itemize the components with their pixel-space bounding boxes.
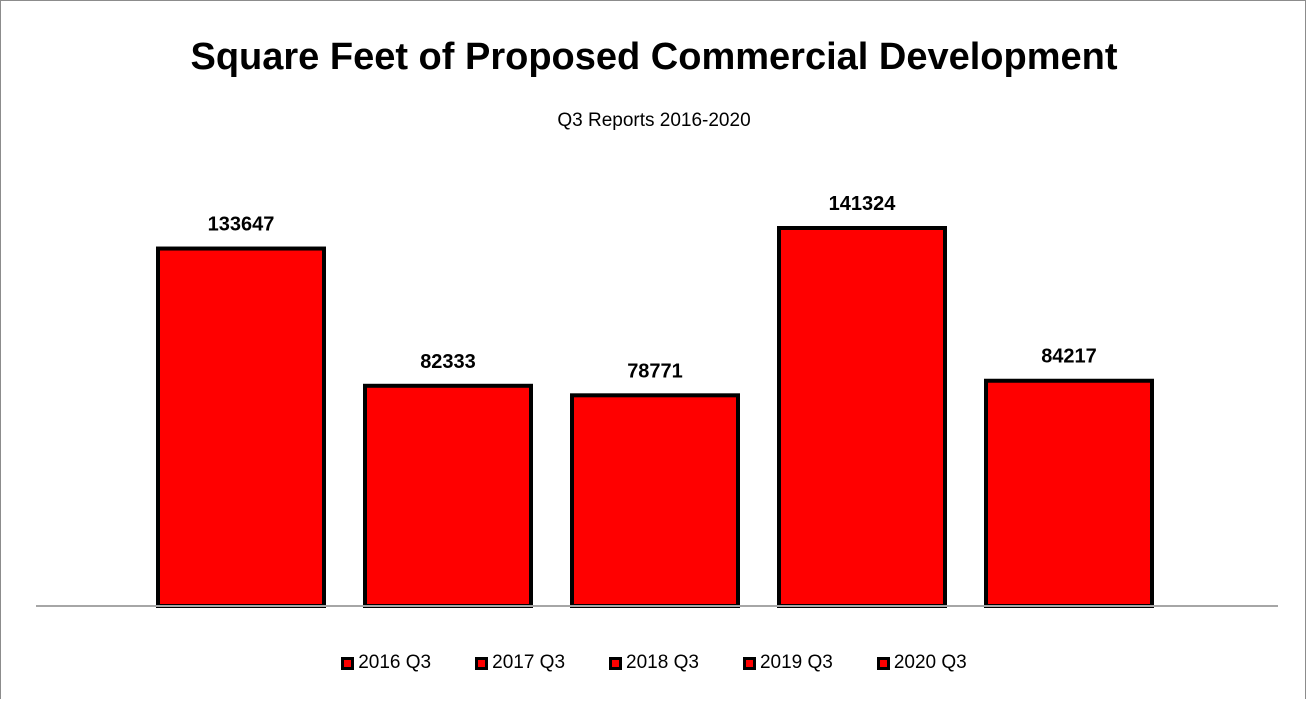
data-label: 141324 bbox=[829, 193, 897, 215]
bar-2016-q3 bbox=[156, 246, 326, 608]
data-label: 82333 bbox=[420, 351, 476, 373]
bar-2020-q3 bbox=[984, 378, 1154, 609]
data-label: 133647 bbox=[208, 214, 275, 236]
chart-subtitle: Q3 Reports 2016-2020 bbox=[557, 110, 751, 131]
legend-label: 2020 Q3 bbox=[893, 652, 967, 673]
legend: 2016 Q3 2017 Q3 2018 Q3 2019 Q3 2020 Q3 bbox=[0, 652, 1308, 674]
data-label: 84217 bbox=[1041, 346, 1097, 368]
bar-2018-q3 bbox=[570, 393, 740, 608]
bar-2017-q3 bbox=[363, 383, 533, 608]
legend-item: 2016 Q3 bbox=[341, 652, 431, 674]
legend-label: 2017 Q3 bbox=[492, 652, 566, 673]
bar-2019-q3 bbox=[777, 226, 947, 608]
legend-swatch-icon bbox=[341, 656, 355, 670]
legend-item: 2017 Q3 bbox=[475, 652, 565, 674]
data-labels-group: 133647 82333 78771 141324 84217 bbox=[208, 193, 1097, 382]
legend-swatch-icon bbox=[876, 656, 890, 670]
legend-item: 2018 Q3 bbox=[609, 652, 699, 674]
legend-label: 2019 Q3 bbox=[759, 652, 833, 673]
legend-swatch-icon bbox=[475, 656, 489, 670]
data-label: 78771 bbox=[627, 360, 683, 382]
legend-item: 2020 Q3 bbox=[876, 652, 967, 674]
legend-label: 2016 Q3 bbox=[358, 652, 432, 673]
bars-group bbox=[156, 226, 1154, 609]
legend-swatch-icon bbox=[742, 656, 756, 670]
legend-swatch-icon bbox=[609, 656, 623, 670]
legend-item: 2019 Q3 bbox=[742, 652, 833, 674]
bar-chart: 133647 82333 78771 141324 84217 bbox=[36, 193, 1278, 609]
chart-title: Square Feet of Proposed Commercial Devel… bbox=[190, 36, 1118, 78]
legend-label: 2018 Q3 bbox=[626, 652, 699, 673]
